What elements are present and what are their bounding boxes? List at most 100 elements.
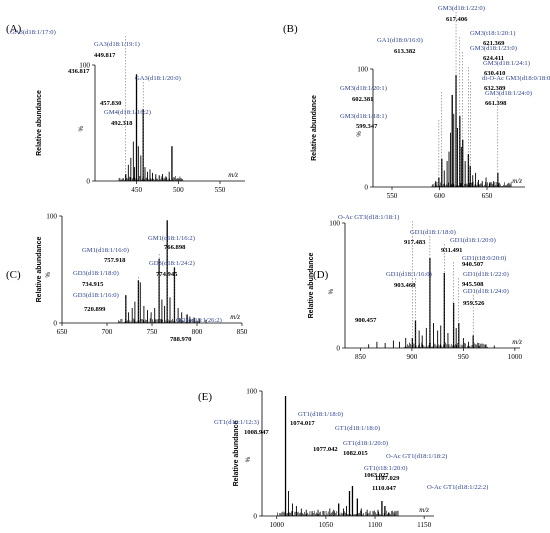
x-tick-label: 750 bbox=[147, 328, 158, 336]
chart-panel-3: (D) 850 900 950 1000 0 100% Relative abundance m… bbox=[308, 214, 522, 361]
peak-annotation: GT1(t18:1/20:0) bbox=[364, 465, 408, 472]
y-tick-label: 0 bbox=[364, 184, 368, 192]
peak-annotation: GT1(d18:1/18:0) bbox=[335, 425, 380, 432]
x-tick-label: 1000 bbox=[508, 353, 523, 361]
peak-annotation: di-O-Ac GM3(d18:0/18:0) bbox=[482, 75, 550, 82]
panel-label: (A) bbox=[6, 23, 22, 35]
x-tick-label: 550 bbox=[387, 192, 398, 200]
peak-annotation: GM3(t18:1/20:1) bbox=[470, 30, 515, 37]
peak-value-label: 449.817 bbox=[94, 52, 116, 59]
peak-annotation: GM3(d18:1/20:1) bbox=[340, 85, 387, 92]
peak-annotation: GD3(d18:1/24:2) bbox=[149, 260, 195, 267]
x-axis-label: m/z bbox=[228, 171, 238, 179]
peak-value-label: 734.915 bbox=[82, 281, 104, 288]
peak-annotation: GD1(d18:1/18:0) bbox=[410, 229, 456, 236]
y-tick-label: 100 bbox=[79, 62, 90, 70]
x-tick-label: 950 bbox=[458, 353, 469, 361]
peak-annotation: GD3(d18:1/18:0) bbox=[73, 270, 119, 277]
percent-label: % bbox=[79, 125, 85, 131]
y-tick-label: 0 bbox=[53, 320, 57, 328]
peak-value-label: 720.899 bbox=[84, 306, 106, 313]
peak-annotation: GD1(d18:1/22:0) bbox=[463, 271, 509, 278]
y-axis-label: Relative abundance bbox=[233, 421, 240, 487]
x-tick-label: 900 bbox=[407, 353, 418, 361]
peak-value-label: 903.468 bbox=[394, 282, 416, 289]
peak-value-label: 931.491 bbox=[441, 247, 462, 254]
peak-annotation: GM1(d18:1/16:0) bbox=[82, 247, 129, 254]
peak-annotation: GA1(d18:0/16:0) bbox=[377, 37, 423, 44]
peak-value-label: 599.347 bbox=[356, 123, 378, 130]
x-tick-label: 700 bbox=[102, 328, 113, 336]
x-tick-label: 450 bbox=[131, 186, 142, 194]
peak-annotation: O-Ac GT1(d18:1/22:2) bbox=[427, 484, 488, 491]
peak-value-label: 1107.029 bbox=[375, 475, 400, 482]
peak-annotation: GT1(d18:1/18:0) bbox=[298, 411, 343, 418]
x-tick-label: 1000 bbox=[270, 521, 285, 529]
peak-annotation: GM1(d18:1/16:2) bbox=[148, 235, 195, 242]
peak-value-label: 632.389 bbox=[484, 85, 506, 92]
x-tick-label: 600 bbox=[434, 192, 445, 200]
percent-label: % bbox=[246, 456, 252, 462]
peak-annotation: GA3(d18:1/20:0) bbox=[135, 75, 181, 82]
y-tick-label: 0 bbox=[86, 178, 90, 186]
y-tick-label: 100 bbox=[46, 213, 57, 221]
peak-value-label: 1082.015 bbox=[343, 450, 368, 457]
peak-annotation: GD1(d18:1/20:0) bbox=[450, 237, 496, 244]
chart-panel-2: (C) 650 700 750 800 850 0 100%Relative abundanc… bbox=[6, 213, 248, 344]
peak-value-label: 630.410 bbox=[484, 70, 506, 77]
peak-value-label: 624.411 bbox=[483, 55, 504, 62]
x-tick-label: 1150 bbox=[417, 521, 432, 529]
y-axis-label: Relative abundance bbox=[311, 95, 318, 161]
peak-value-label: 1077.042 bbox=[313, 446, 338, 453]
panel-label: (B) bbox=[283, 23, 298, 35]
peak-value-label: 1110.047 bbox=[372, 485, 397, 492]
peak-annotation: O-Ac GT3(d18:1/18:1) bbox=[338, 214, 399, 221]
peak-annotation: GD3(d18:1/26:2) bbox=[176, 317, 222, 324]
peak-value-label: 1074.017 bbox=[290, 420, 315, 427]
x-tick-label: 650 bbox=[482, 192, 493, 200]
panel-label: (E) bbox=[198, 391, 212, 403]
peak-annotation: GD1(t18:0/20:0) bbox=[462, 255, 506, 262]
chart-panel-1: (B) 550 600 650 0 100% Relative abundance m/z GM… bbox=[283, 5, 550, 200]
y-axis-label: Relative abundance bbox=[36, 237, 43, 303]
y-axis-label: Relative abundance bbox=[36, 90, 43, 156]
peak-value-label: 436.817 bbox=[68, 68, 90, 75]
y-tick-label: 100 bbox=[357, 66, 368, 74]
x-tick-label: 850 bbox=[355, 353, 366, 361]
peak-value-label: 1008.947 bbox=[244, 429, 269, 436]
peak-value-label: 602.381 bbox=[352, 96, 373, 103]
peak-annotation: GM3(d18:1/23:0) bbox=[470, 45, 517, 52]
y-tick-label: 0 bbox=[253, 513, 257, 521]
peak-annotation: GA3(d18:1/17:0) bbox=[10, 29, 56, 36]
x-tick-label: 1100 bbox=[368, 521, 383, 529]
y-tick-label: 100 bbox=[246, 388, 257, 396]
peak-annotation: GM3(d18:1/24:0) bbox=[485, 90, 532, 97]
y-axis-label: Relative abundance bbox=[308, 253, 315, 319]
y-tick-label: 0 bbox=[336, 345, 340, 353]
peak-annotation: GA3(d18:1/19:1) bbox=[94, 41, 140, 48]
peak-value-label: 661.398 bbox=[485, 100, 507, 107]
peak-annotation: GD1(d18:1/24:0) bbox=[463, 288, 509, 295]
peak-value-label: 774.945 bbox=[156, 271, 178, 278]
x-axis-label: m/z bbox=[419, 506, 429, 514]
peak-annotation: GM3(d18:1/24:1) bbox=[483, 60, 530, 67]
peak-value-label: 917.483 bbox=[404, 239, 426, 246]
x-tick-label: 1050 bbox=[319, 521, 334, 529]
x-axis-label: m/z bbox=[512, 177, 522, 185]
x-axis-label: m/z bbox=[230, 313, 240, 321]
peak-annotation: GD3(d18:1/16:0) bbox=[73, 292, 119, 299]
peak-value-label: 757.918 bbox=[104, 257, 126, 264]
peak-value-label: 617.406 bbox=[446, 16, 468, 23]
y-tick-label: 100 bbox=[329, 220, 340, 228]
peak-value-label: 492.318 bbox=[111, 120, 133, 127]
panel-label: (D) bbox=[313, 269, 329, 281]
peak-value-label: 940.507 bbox=[462, 261, 484, 268]
x-axis-label: m/z bbox=[512, 338, 522, 346]
peak-annotation: GM4(d18:1/16:2) bbox=[104, 109, 151, 116]
percent-label: % bbox=[46, 272, 52, 278]
peak-annotation: GM3(d18:1/22:0) bbox=[438, 5, 485, 12]
panel-label: (C) bbox=[6, 269, 21, 281]
peak-value-label: 900.457 bbox=[355, 317, 377, 324]
peak-annotation: GD1(d18:1/16:0) bbox=[386, 271, 432, 278]
